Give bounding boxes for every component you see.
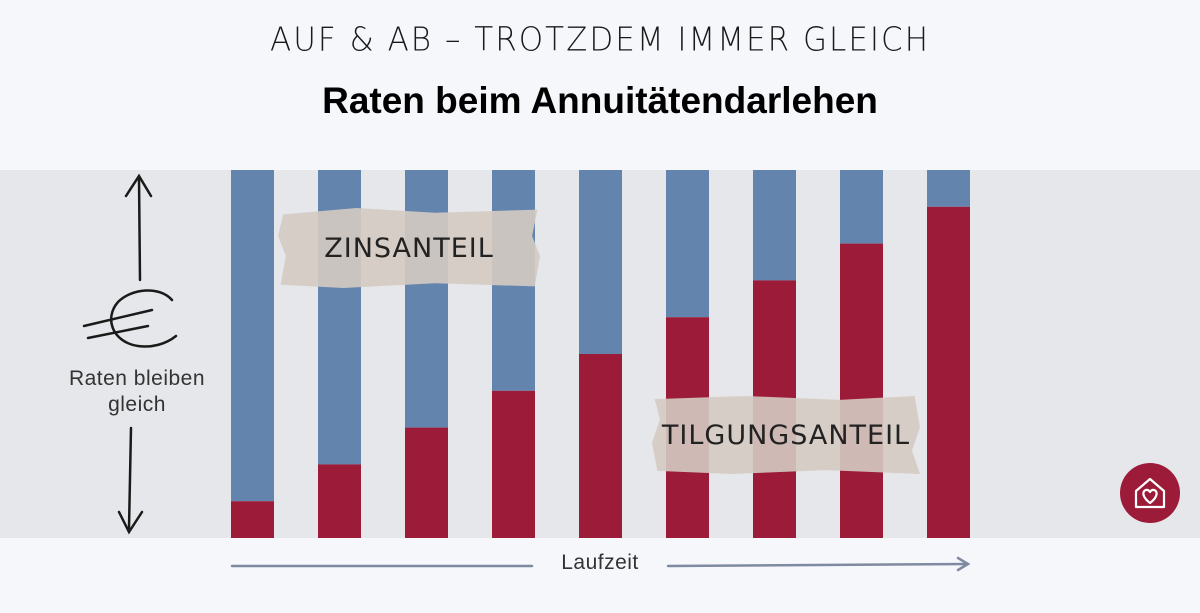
tilgungsanteil-label: TILGUNGSANTEIL <box>661 419 911 451</box>
y-arrow-down-head <box>117 510 144 535</box>
bar-tilgungsanteil-8 <box>840 243 883 538</box>
zinsanteil-label: ZINSANTEIL <box>324 232 494 264</box>
bar-zinsanteil-3 <box>405 170 448 428</box>
x-axis-arrow <box>230 556 971 572</box>
x-arrow-right-segment <box>666 562 970 568</box>
bar-zinsanteil-1 <box>231 170 274 502</box>
bar-tilgungsanteil-4 <box>492 390 535 538</box>
bar-tilgungsanteil-3 <box>405 427 448 538</box>
x-axis-label: Laufzeit <box>561 551 639 574</box>
bar-zinsanteil-5 <box>579 170 622 354</box>
y-arrow-up-head <box>124 173 153 198</box>
tilgungsanteil-label-tape: TILGUNGSANTEIL <box>652 396 920 474</box>
chart-title: Raten beim Annuitätendarlehen <box>322 80 878 121</box>
zinsanteil-label-tape: ZINSANTEIL <box>278 208 540 288</box>
euro-icon <box>82 289 178 348</box>
bar-zinsanteil-9 <box>927 170 970 207</box>
bar-tilgungsanteil-2 <box>318 464 361 538</box>
bar-zinsanteil-7 <box>753 170 796 281</box>
x-arrow-head <box>956 556 971 572</box>
house-heart-icon <box>1120 463 1180 523</box>
bar-tilgungsanteil-1 <box>231 501 274 538</box>
chart-subtitle: AUF & AB – TROTZDEM IMMER GLEICH <box>269 21 931 59</box>
y-axis-label: Raten bleiben gleich <box>52 366 222 418</box>
y-axis-double-arrow <box>117 173 153 535</box>
y-axis-label-line1: Raten bleiben <box>68 367 206 390</box>
y-arrow-down-shaft <box>127 426 133 530</box>
y-arrow-up-shaft <box>137 176 142 282</box>
bar-zinsanteil-8 <box>840 170 883 244</box>
y-axis-label-line2: gleich <box>108 393 166 416</box>
bar-tilgungsanteil-5 <box>579 354 622 538</box>
bar-zinsanteil-6 <box>666 170 709 318</box>
bar-tilgungsanteil-9 <box>927 206 970 539</box>
